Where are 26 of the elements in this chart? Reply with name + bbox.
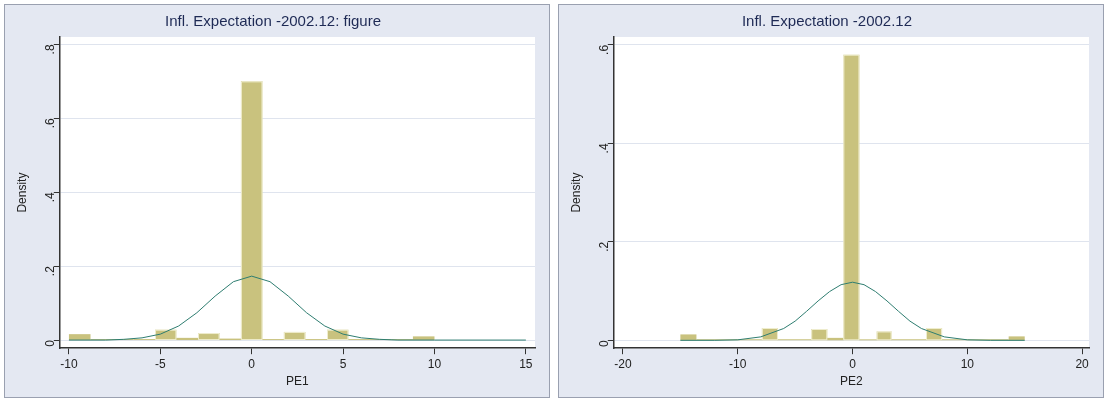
chart-title: Infl. Expectation -2002.12: figure	[165, 12, 381, 30]
chart-title: Infl. Expectation -2002.12	[741, 12, 913, 30]
y-tick-label: .6	[597, 44, 612, 55]
x-tick-label: -10	[729, 356, 747, 371]
y-tick-label: .2	[43, 265, 58, 277]
x-tick-label: -10	[60, 356, 78, 371]
x-tick-label: 10	[960, 356, 975, 371]
x-axis-title: PE1	[286, 374, 310, 389]
x-tick-label: 5	[339, 356, 347, 371]
y-tick-label: .2	[597, 241, 612, 252]
x-tick-label: -5	[154, 356, 166, 371]
y-tick-label: 0	[597, 340, 612, 348]
y-tick-label: .4	[43, 191, 58, 203]
y-axis-title: Density	[14, 172, 29, 213]
y-axis-title: Density	[568, 172, 583, 213]
y-tick-label: .4	[597, 143, 612, 154]
y-tick-label: .6	[43, 117, 58, 129]
x-axis-title: PE2	[840, 374, 864, 389]
x-tick-label: 20	[1075, 356, 1090, 371]
x-tick-label: 0	[248, 356, 256, 371]
x-tick-label: 0	[849, 356, 857, 371]
y-tick-label: .8	[43, 44, 58, 55]
x-tick-label: -20	[614, 356, 632, 371]
x-tick-label: 10	[427, 356, 442, 371]
y-tick-label: 0	[43, 339, 58, 347]
x-tick-label: 15	[519, 356, 533, 371]
